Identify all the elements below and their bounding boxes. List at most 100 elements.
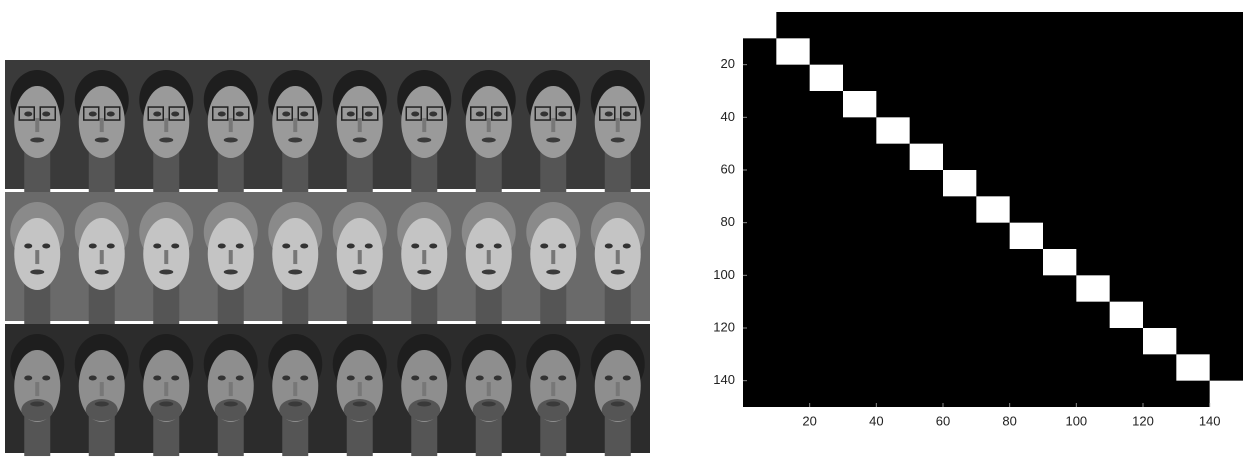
mouth <box>482 270 496 275</box>
eye <box>24 376 32 381</box>
mouth <box>417 270 431 275</box>
eye <box>89 112 97 117</box>
eye <box>558 376 566 381</box>
mouth <box>611 138 625 143</box>
mouth <box>224 402 238 407</box>
diagonal-block <box>1110 302 1143 328</box>
nose <box>551 118 555 132</box>
diagonal-block <box>876 117 909 143</box>
diagonal-block <box>1210 381 1243 407</box>
eye <box>300 376 308 381</box>
eye <box>411 376 419 381</box>
face-grid <box>5 60 650 456</box>
mouth <box>159 402 173 407</box>
mouth <box>288 138 302 143</box>
eye <box>347 244 355 249</box>
nose <box>422 382 426 396</box>
nose <box>551 382 555 396</box>
nose <box>164 382 168 396</box>
diagonal-block <box>810 65 843 91</box>
mouth <box>353 402 367 407</box>
eye <box>365 112 373 117</box>
x-tick-label: 100 <box>1065 413 1087 428</box>
eye <box>171 112 179 117</box>
nose <box>616 250 620 264</box>
eye <box>476 376 484 381</box>
eye <box>429 244 437 249</box>
eye <box>605 112 613 117</box>
mouth <box>159 270 173 275</box>
nose <box>100 118 104 132</box>
nose <box>229 250 233 264</box>
eye <box>218 244 226 249</box>
nose <box>616 118 620 132</box>
eye <box>282 376 290 381</box>
eye <box>171 376 179 381</box>
diagonal-block <box>943 170 976 196</box>
x-tick-label: 20 <box>802 413 816 428</box>
eye <box>429 112 437 117</box>
y-tick-label: 40 <box>721 109 735 124</box>
eye <box>42 376 50 381</box>
neck <box>347 284 373 324</box>
mouth <box>288 402 302 407</box>
nose <box>164 250 168 264</box>
mouth <box>30 402 44 407</box>
diagonal-block <box>910 144 943 170</box>
eye <box>89 376 97 381</box>
mouth <box>224 138 238 143</box>
eye <box>218 112 226 117</box>
eye <box>300 244 308 249</box>
mouth <box>224 270 238 275</box>
neck <box>411 284 437 324</box>
y-tick-label: 20 <box>721 56 735 71</box>
eye <box>282 112 290 117</box>
mouth <box>611 402 625 407</box>
neck <box>476 284 502 324</box>
nose <box>616 382 620 396</box>
nose <box>35 250 39 264</box>
eye <box>24 244 32 249</box>
nose <box>551 250 555 264</box>
nose <box>487 118 491 132</box>
eye <box>365 244 373 249</box>
y-tick-label: 80 <box>721 214 735 229</box>
eye <box>429 376 437 381</box>
mouth <box>159 138 173 143</box>
nose <box>358 382 362 396</box>
neck <box>153 284 179 324</box>
diagonal-block <box>976 196 1009 222</box>
eye <box>236 376 244 381</box>
mouth <box>30 138 44 143</box>
eye <box>236 244 244 249</box>
y-tick-label: 100 <box>713 267 735 282</box>
eye <box>24 112 32 117</box>
mouth <box>546 270 560 275</box>
diagonal-block <box>1076 275 1109 301</box>
diagonal-block <box>1176 354 1209 380</box>
eye <box>365 376 373 381</box>
eye <box>282 244 290 249</box>
x-tick-label: 80 <box>1002 413 1016 428</box>
mouth <box>30 270 44 275</box>
eye <box>107 112 115 117</box>
eye <box>153 112 161 117</box>
nose <box>229 118 233 132</box>
diagonal-block <box>1043 249 1076 275</box>
eye <box>42 244 50 249</box>
nose <box>422 250 426 264</box>
mouth <box>611 270 625 275</box>
eye <box>236 112 244 117</box>
eye <box>411 244 419 249</box>
mouth <box>482 138 496 143</box>
neck <box>218 284 244 324</box>
eye <box>558 244 566 249</box>
nose <box>422 118 426 132</box>
x-tick-label: 40 <box>869 413 883 428</box>
nose <box>35 118 39 132</box>
mouth <box>417 402 431 407</box>
eye <box>605 244 613 249</box>
neck <box>24 284 50 324</box>
diagonal-block <box>1010 223 1043 249</box>
